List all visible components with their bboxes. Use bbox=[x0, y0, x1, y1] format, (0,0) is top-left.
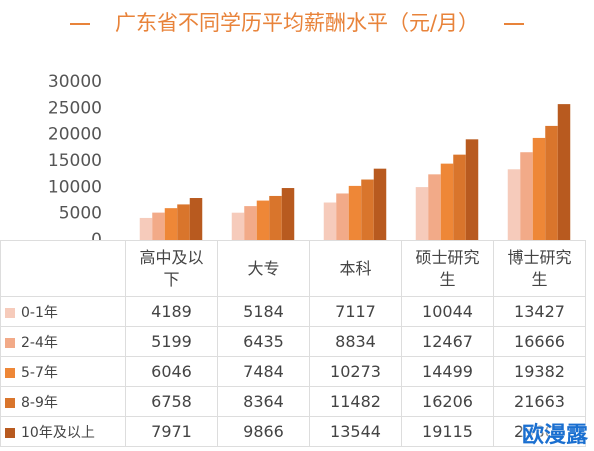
legend-cell: 0-1年 bbox=[0, 296, 126, 327]
bar bbox=[177, 204, 190, 240]
bar bbox=[189, 198, 203, 240]
bar bbox=[440, 163, 454, 240]
value-cell: 4189 bbox=[125, 296, 218, 327]
chart: 广东省不同学历平均薪酬水平（元/月） 0 5000 10000 15000 20000 2… bbox=[48, 11, 571, 240]
y-tick-label: 0 bbox=[91, 230, 102, 240]
value-cell: 7117 bbox=[309, 296, 402, 327]
y-tick-label: 25000 bbox=[48, 98, 102, 118]
legend-label: 8-9年 bbox=[21, 394, 58, 411]
bar bbox=[269, 195, 282, 240]
bar bbox=[256, 200, 270, 240]
legend-swatch bbox=[5, 367, 15, 378]
legend-label: 2-4年 bbox=[21, 334, 58, 351]
bar bbox=[507, 169, 521, 240]
bar bbox=[465, 139, 479, 240]
legend-label: 0-1年 bbox=[21, 304, 58, 321]
value-cell: 7484 bbox=[217, 356, 310, 387]
bar bbox=[323, 202, 337, 240]
bar bbox=[139, 217, 153, 240]
legend-swatch bbox=[5, 397, 15, 408]
y-tick-label: 20000 bbox=[48, 125, 102, 145]
bar bbox=[281, 188, 295, 240]
bar bbox=[453, 154, 466, 240]
category-label: 博士研究生 bbox=[493, 240, 586, 297]
bar bbox=[244, 206, 257, 240]
legend-cell: 10年及以上 bbox=[0, 416, 126, 447]
watermark: 欧漫露 bbox=[521, 423, 588, 448]
bar bbox=[152, 212, 165, 240]
header-row: 高中及以下 大专 本科 硕士研究生 博士研究生 bbox=[0, 240, 586, 297]
series-row: 10年及以上 7971 9866 13544 19115 25800 bbox=[0, 416, 586, 447]
value-cell: 12467 bbox=[401, 326, 494, 357]
value-cell: 13544 bbox=[309, 416, 402, 447]
legend-label: 5-7年 bbox=[21, 364, 58, 381]
y-tick-label: 10000 bbox=[48, 177, 102, 197]
legend-cell: 5-7年 bbox=[0, 356, 126, 387]
value-cell: 10273 bbox=[309, 356, 402, 387]
series-row: 5-7年 6046 7484 10273 14499 19382 bbox=[0, 356, 586, 387]
value-cell: 19115 bbox=[401, 416, 494, 447]
bar bbox=[428, 174, 441, 240]
value-cell: 7971 bbox=[125, 416, 218, 447]
value-cell: 6046 bbox=[125, 356, 218, 387]
value-cell: 5184 bbox=[217, 296, 310, 327]
bar bbox=[373, 168, 387, 240]
value-cell: 6435 bbox=[217, 326, 310, 357]
category-label: 硕士研究生 bbox=[401, 240, 494, 297]
value-cell: 16206 bbox=[401, 386, 494, 417]
value-cell: 16666 bbox=[493, 326, 586, 357]
bar bbox=[415, 187, 429, 240]
value-cell: 19382 bbox=[493, 356, 586, 387]
series-row: 2-4年 5199 6435 8834 12467 16666 bbox=[0, 326, 586, 357]
value-cell: 6758 bbox=[125, 386, 218, 417]
y-tick-label: 5000 bbox=[59, 204, 102, 224]
value-cell: 25800 bbox=[493, 416, 586, 447]
legend-swatch bbox=[5, 427, 15, 438]
bar bbox=[348, 185, 362, 240]
corner-cell bbox=[0, 240, 126, 297]
value-cell: 10044 bbox=[401, 296, 494, 327]
y-tick-label: 30000 bbox=[48, 72, 102, 92]
bar bbox=[231, 212, 245, 240]
value-cell: 5199 bbox=[125, 326, 218, 357]
data-table: 高中及以下 大专 本科 硕士研究生 博士研究生 0-1年 4189 5184 7117 10044… bbox=[0, 240, 586, 447]
value-cell: 14499 bbox=[401, 356, 494, 387]
chart-title: 广东省不同学历平均薪酬水平（元/月） bbox=[115, 11, 479, 35]
series-row: 8-9年 6758 8364 11482 16206 21663 bbox=[0, 386, 586, 417]
bar bbox=[520, 152, 533, 240]
bar bbox=[557, 104, 571, 240]
bar bbox=[164, 208, 178, 240]
category-label: 本科 bbox=[309, 240, 402, 297]
bar bbox=[361, 179, 374, 240]
value-cell: 8834 bbox=[309, 326, 402, 357]
legend-label: 10年及以上 bbox=[21, 424, 95, 441]
category-label: 高中及以下 bbox=[125, 240, 218, 297]
bar bbox=[532, 137, 546, 240]
bar bbox=[545, 125, 558, 240]
legend-cell: 8-9年 bbox=[0, 386, 126, 417]
value-cell: 13427 bbox=[493, 296, 586, 327]
value-cell: 21663 bbox=[493, 386, 586, 417]
category-label: 大专 bbox=[217, 240, 310, 297]
legend-cell: 2-4年 bbox=[0, 326, 126, 357]
value-cell: 9866 bbox=[217, 416, 310, 447]
series-row: 0-1年 4189 5184 7117 10044 13427 bbox=[0, 296, 586, 327]
legend-swatch bbox=[5, 337, 15, 348]
legend-swatch bbox=[5, 307, 15, 318]
bar bbox=[336, 193, 349, 240]
y-tick-label: 15000 bbox=[48, 151, 102, 171]
value-cell: 8364 bbox=[217, 386, 310, 417]
value-cell: 11482 bbox=[309, 386, 402, 417]
